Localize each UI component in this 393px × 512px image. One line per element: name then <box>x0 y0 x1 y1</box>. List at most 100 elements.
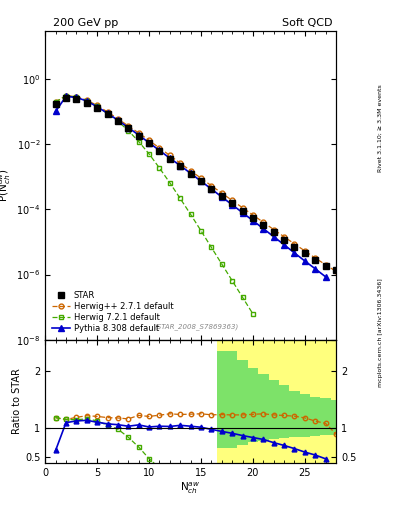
Herwig++ 2.7.1 default <box>292 241 297 247</box>
Herwig++ 2.7.1 default <box>167 153 172 159</box>
STAR <box>178 163 183 169</box>
Herwig 7.2.1 default <box>136 138 141 144</box>
Herwig++ 2.7.1 default <box>53 99 58 105</box>
Herwig 7.2.1 default <box>105 111 110 117</box>
Herwig 7.2.1 default <box>188 211 193 218</box>
Herwig++ 2.7.1 default <box>230 198 235 204</box>
Pythia 8.308 default <box>167 155 172 161</box>
STAR <box>95 105 99 111</box>
Pythia 8.308 default <box>126 124 130 131</box>
Herwig++ 2.7.1 default <box>147 137 151 143</box>
Herwig 7.2.1 default <box>84 98 89 104</box>
Pythia 8.308 default <box>105 110 110 116</box>
STAR <box>126 125 130 131</box>
Pythia 8.308 default <box>323 274 328 280</box>
STAR <box>53 101 58 108</box>
Pythia 8.308 default <box>292 250 297 256</box>
Pythia 8.308 default <box>95 103 99 110</box>
Bar <box>248 368 258 442</box>
STAR <box>209 185 214 191</box>
Bar <box>310 340 320 463</box>
Legend: STAR, Herwig++ 2.7.1 default, Herwig 7.2.1 default, Pythia 8.308 default: STAR, Herwig++ 2.7.1 default, Herwig 7.2… <box>50 288 176 335</box>
Pythia 8.308 default <box>74 94 79 100</box>
STAR <box>334 267 338 273</box>
Line: Herwig 7.2.1 default: Herwig 7.2.1 default <box>53 93 255 316</box>
Pythia 8.308 default <box>313 266 318 272</box>
Bar <box>268 340 279 463</box>
STAR <box>198 178 203 184</box>
STAR <box>292 244 297 250</box>
Herwig 7.2.1 default <box>147 151 151 157</box>
Pythia 8.308 default <box>251 218 255 224</box>
STAR <box>323 263 328 269</box>
Bar <box>237 360 248 445</box>
Bar <box>227 340 237 463</box>
Bar <box>258 340 268 463</box>
Pythia 8.308 default <box>136 132 141 138</box>
Pythia 8.308 default <box>230 202 235 208</box>
Herwig++ 2.7.1 default <box>313 255 318 261</box>
Herwig++ 2.7.1 default <box>261 219 266 225</box>
STAR <box>303 250 307 257</box>
Bar <box>299 394 310 437</box>
STAR <box>74 96 79 102</box>
Line: Herwig++ 2.7.1 default: Herwig++ 2.7.1 default <box>53 93 359 287</box>
Herwig++ 2.7.1 default <box>188 167 193 174</box>
Herwig++ 2.7.1 default <box>105 109 110 115</box>
STAR <box>64 95 68 101</box>
Herwig++ 2.7.1 default <box>344 275 349 281</box>
Bar <box>279 386 289 438</box>
STAR <box>240 207 245 214</box>
Y-axis label: P(N$_{ch}^{aw}$): P(N$_{ch}^{aw}$) <box>0 168 13 202</box>
Bar <box>299 340 310 463</box>
Herwig 7.2.1 default <box>116 118 120 124</box>
Herwig++ 2.7.1 default <box>116 116 120 122</box>
STAR <box>230 200 235 206</box>
Bar <box>217 351 227 448</box>
Herwig 7.2.1 default <box>178 196 183 202</box>
Bar <box>237 340 248 463</box>
Herwig 7.2.1 default <box>240 294 245 301</box>
X-axis label: N$_{ch}^{aw}$: N$_{ch}^{aw}$ <box>180 481 201 497</box>
Herwig++ 2.7.1 default <box>157 145 162 151</box>
Herwig++ 2.7.1 default <box>126 123 130 129</box>
Herwig 7.2.1 default <box>219 261 224 267</box>
Bar <box>258 374 268 440</box>
STAR <box>136 133 141 139</box>
Herwig++ 2.7.1 default <box>74 94 79 100</box>
Herwig++ 2.7.1 default <box>271 226 276 232</box>
Herwig 7.2.1 default <box>64 93 68 99</box>
Bar <box>227 351 237 448</box>
Bar <box>320 340 331 463</box>
Text: 200 GeV pp: 200 GeV pp <box>53 18 118 28</box>
STAR <box>282 237 286 243</box>
Bar <box>331 340 341 463</box>
Pythia 8.308 default <box>261 226 266 232</box>
Pythia 8.308 default <box>198 178 203 184</box>
Herwig++ 2.7.1 default <box>354 281 359 287</box>
STAR <box>157 148 162 154</box>
Herwig 7.2.1 default <box>198 228 203 234</box>
Pythia 8.308 default <box>157 147 162 154</box>
Herwig 7.2.1 default <box>230 278 235 284</box>
Herwig++ 2.7.1 default <box>251 212 255 218</box>
Bar <box>279 340 289 463</box>
Pythia 8.308 default <box>188 170 193 177</box>
Text: Rivet 3.1.10; ≥ 3.3M events: Rivet 3.1.10; ≥ 3.3M events <box>378 84 383 172</box>
Herwig++ 2.7.1 default <box>209 183 214 189</box>
Herwig++ 2.7.1 default <box>64 93 68 99</box>
Herwig++ 2.7.1 default <box>240 205 245 211</box>
Herwig++ 2.7.1 default <box>84 97 89 103</box>
Herwig++ 2.7.1 default <box>95 102 99 109</box>
Bar <box>217 340 227 463</box>
Pythia 8.308 default <box>84 98 89 104</box>
Bar <box>331 399 341 435</box>
STAR <box>261 222 266 228</box>
Herwig++ 2.7.1 default <box>282 233 286 240</box>
STAR <box>147 140 151 146</box>
Herwig++ 2.7.1 default <box>303 248 307 254</box>
Bar <box>268 379 279 439</box>
Herwig++ 2.7.1 default <box>219 190 224 196</box>
Herwig 7.2.1 default <box>157 165 162 171</box>
Pythia 8.308 default <box>282 242 286 248</box>
